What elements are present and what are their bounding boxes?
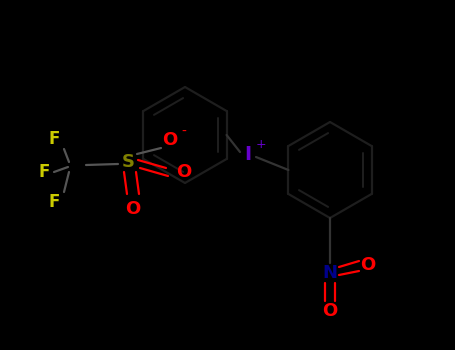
Text: O: O <box>360 256 376 274</box>
Text: F: F <box>48 130 60 148</box>
Text: O: O <box>323 302 338 320</box>
Text: +: + <box>256 139 266 152</box>
Text: O: O <box>177 163 192 181</box>
Text: N: N <box>323 264 338 282</box>
Text: F: F <box>48 193 60 211</box>
Text: I: I <box>244 146 252 164</box>
Text: S: S <box>121 153 135 171</box>
Text: -: - <box>182 125 187 139</box>
Text: O: O <box>162 131 177 149</box>
Text: O: O <box>126 200 141 218</box>
Text: F: F <box>38 163 50 181</box>
